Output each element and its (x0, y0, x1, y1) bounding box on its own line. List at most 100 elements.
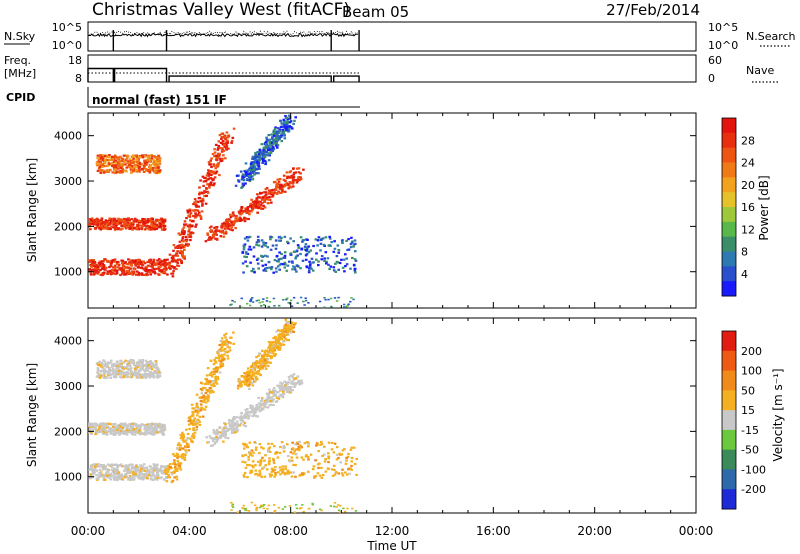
heatmap-cell (285, 388, 288, 392)
heatmap-cell (125, 170, 128, 173)
heatmap-cell (240, 207, 243, 210)
heatmap-cell (295, 181, 299, 184)
heatmap-cell (101, 468, 105, 471)
heatmap-cell (231, 417, 235, 420)
heatmap-cell (242, 442, 245, 445)
heatmap-cell (210, 225, 213, 228)
heatmap-cell (269, 450, 272, 453)
heatmap-cell (102, 422, 106, 425)
heatmap-cell (120, 259, 123, 262)
heatmap-cell (247, 236, 250, 239)
heatmap-cell (160, 228, 164, 231)
heatmap-cell (273, 469, 277, 472)
heatmap-cell (156, 157, 159, 160)
heatmap-cell (265, 297, 269, 299)
heatmap-cell (307, 470, 310, 473)
heatmap-cell (103, 478, 107, 481)
heatmap-cell (206, 232, 209, 235)
heatmap-cell (225, 338, 228, 341)
heatmap-cell (278, 304, 281, 307)
heatmap-cell (198, 396, 202, 399)
heatmap-cell (150, 468, 153, 471)
heatmap-cell (264, 398, 268, 401)
heatmap-cell (247, 458, 250, 461)
heatmap-cell (258, 360, 261, 363)
heatmap-cell (99, 261, 103, 264)
heatmap-cell (304, 299, 308, 302)
heatmap-cell (277, 180, 281, 183)
heatmap-cell (112, 161, 116, 164)
heatmap-cell (279, 473, 282, 476)
heatmap-cell (332, 464, 336, 467)
time-tick-label: 08:00 (273, 524, 308, 538)
heatmap-cell (122, 269, 125, 272)
heatmap-cell (261, 159, 265, 162)
heatmap-cell (218, 359, 221, 362)
heatmap-cell (312, 244, 315, 248)
heatmap-cell (125, 166, 129, 169)
heatmap-cell (274, 353, 278, 356)
heatmap-cell (240, 209, 243, 213)
heatmap-cell (115, 272, 119, 275)
heatmap-cell (153, 270, 156, 273)
heatmap-cell (261, 356, 264, 359)
heatmap-cell (120, 432, 124, 435)
heatmap-cell (195, 420, 198, 423)
heatmap-cell (152, 268, 155, 271)
heatmap-cell (212, 172, 215, 175)
heatmap-cell (295, 456, 299, 459)
heatmap-cell (303, 245, 307, 248)
heatmap-cell (258, 443, 262, 446)
heatmap-cell (208, 186, 211, 189)
heatmap-cell (306, 246, 309, 249)
heatmap-cell (112, 169, 116, 172)
heatmap-cell (245, 411, 248, 414)
heatmap-cell (299, 178, 303, 181)
heatmap-cell (261, 408, 265, 411)
heatmap-cell (273, 142, 277, 145)
heatmap-cell (117, 464, 120, 467)
heatmap-cell (215, 233, 218, 236)
heatmap-cell (262, 447, 265, 450)
heatmap-cell (97, 225, 100, 229)
heatmap-cell (264, 191, 268, 194)
heatmap-cell (130, 164, 134, 167)
heatmap-cell (143, 432, 147, 435)
heatmap-cell (151, 220, 155, 223)
heatmap-cell (216, 376, 220, 379)
heatmap-cell (196, 410, 200, 413)
heatmap-cell (146, 156, 150, 159)
heatmap-cell (210, 229, 213, 232)
heatmap-cell (211, 389, 214, 392)
heatmap-cell (269, 354, 272, 358)
heatmap-cell (146, 426, 150, 429)
heatmap-cell (255, 258, 259, 261)
heatmap-cell (188, 223, 191, 226)
heatmap-cell (248, 175, 251, 178)
y-tick-label: 4000 (54, 335, 82, 348)
heatmap-cell (156, 164, 160, 167)
heatmap-cell (170, 265, 174, 268)
cpid-value: normal (fast) 151 IF (92, 93, 227, 107)
heatmap-cell (115, 468, 118, 472)
heatmap-cell (182, 233, 186, 236)
heatmap-cell (260, 446, 263, 449)
heatmap-cell (97, 428, 101, 431)
heatmap-cell (145, 227, 148, 230)
heatmap-cell (150, 426, 154, 429)
heatmap-cell (242, 474, 246, 477)
heatmap-cell (251, 368, 255, 371)
heatmap-cell (296, 302, 299, 304)
heatmap-cell (159, 424, 163, 427)
heatmap-cell (250, 449, 254, 452)
heatmap-cell (200, 382, 204, 385)
heatmap-cell (139, 261, 142, 264)
heatmap-cell (144, 477, 148, 480)
heatmap-cell (273, 475, 276, 478)
heatmap-cell (261, 158, 265, 161)
heatmap-cell (145, 265, 149, 268)
heatmap-cell (241, 262, 245, 265)
heatmap-cell (152, 162, 155, 165)
heatmap-cell (239, 385, 243, 388)
